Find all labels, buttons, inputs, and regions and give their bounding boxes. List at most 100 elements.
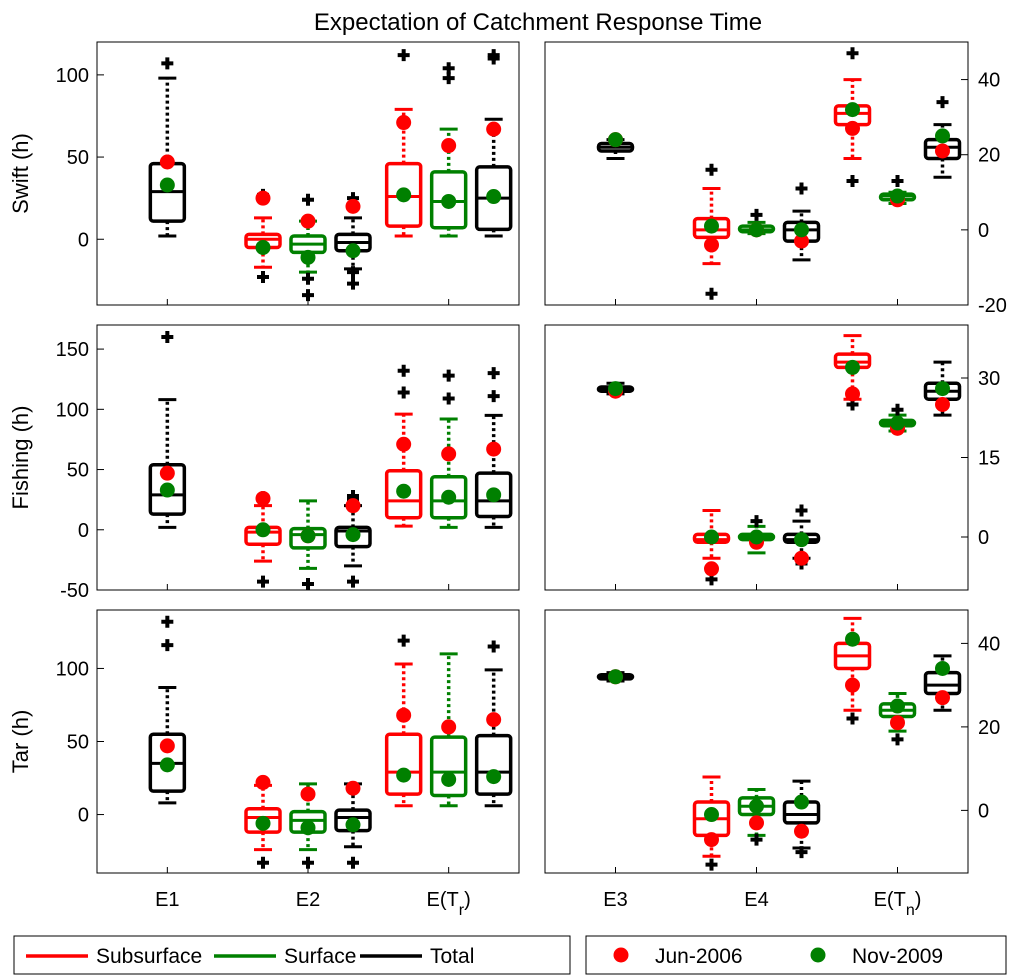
nov-2009-point: [890, 188, 905, 204]
jun-2006-point: [845, 677, 860, 693]
outlier-marker: [846, 47, 859, 60]
outlier-marker: [257, 856, 269, 869]
jun-2006-point: [486, 441, 502, 457]
nov-2009-point: [345, 243, 361, 259]
outlier-marker: [442, 62, 455, 75]
box-iqr: [429, 170, 468, 230]
nov-2009-point: [159, 177, 175, 193]
legend-lines: Subsurface Surface Total: [13, 935, 571, 975]
jun-2006-point: [890, 715, 905, 731]
box-e2-subsurface: [244, 188, 282, 284]
jun-2006-point: [486, 712, 502, 728]
nov-2009-point: [935, 660, 950, 676]
outlier-marker: [161, 615, 174, 628]
outlier-marker: [487, 49, 500, 62]
outlier-marker: [161, 331, 174, 344]
outlier-marker: [397, 386, 410, 399]
box-e4-surface: [737, 208, 776, 238]
outlier-marker: [347, 856, 359, 869]
box-e-tr-subsurface: [384, 49, 423, 238]
box-iqr: [429, 735, 468, 798]
nov-2009-point: [890, 415, 905, 431]
outlier-marker: [347, 266, 359, 279]
jun-2006-point: [704, 832, 719, 848]
outlier-marker: [705, 287, 718, 300]
box-e2-surface: [289, 782, 327, 869]
box-e1-total: [148, 615, 187, 805]
nov-2009-point: [794, 532, 809, 548]
legend-points: Jun-2006 Nov-2009: [585, 935, 1007, 975]
jun-2006-point: [441, 719, 457, 735]
nov-2009-point: [749, 529, 764, 545]
x-tick-label-e-tn: E(Tn): [874, 889, 922, 919]
outlier-marker: [846, 175, 859, 188]
outlier-marker: [347, 575, 359, 588]
outlier-marker: [750, 208, 763, 221]
axes-frame: [544, 41, 969, 306]
nov-2009-point: [890, 698, 905, 714]
nov-2009-point: [608, 381, 623, 397]
y-tick-label: 0: [78, 520, 89, 542]
box-e4-total: [782, 779, 821, 859]
box-e-tr-total: [474, 367, 513, 529]
outlier-marker: [705, 163, 718, 176]
legend-label-total: Total: [430, 945, 474, 968]
x-tick-label-e3: E3: [603, 889, 627, 911]
box-iqr: [384, 469, 423, 520]
nov-2009-point: [396, 187, 412, 203]
outlier-marker: [487, 367, 500, 380]
outlier-marker: [397, 364, 410, 377]
y-tick-label: 0: [978, 220, 989, 242]
jun-2006-point: [255, 190, 271, 206]
box-e2-total: [334, 490, 372, 588]
outlier-marker: [795, 182, 808, 195]
legend-lines-box: [13, 935, 571, 975]
nov-2009-point: [608, 669, 623, 685]
outlier-marker: [750, 833, 763, 846]
outlier-marker: [442, 392, 455, 405]
nov-2009-point: [845, 631, 860, 647]
jun-2006-point: [255, 490, 271, 506]
y-axis-label: Swift (h): [8, 133, 33, 214]
outlier-marker: [302, 856, 314, 869]
y-tick-label: -20: [978, 295, 1007, 317]
box-e4-total: [782, 182, 821, 262]
nov-2009-point: [704, 807, 719, 823]
legend-label-surface: Surface: [284, 945, 356, 968]
jun-2006-point: [486, 121, 502, 137]
axes-frame: [544, 324, 969, 591]
outlier-marker: [487, 390, 500, 403]
figure-title: Expectation of Catchment Response Time: [314, 9, 762, 36]
legend-points-box: [585, 935, 1007, 975]
jun-2006-point: [255, 774, 271, 790]
jun-2006-point: [794, 550, 809, 566]
box-e4-surface: [737, 515, 776, 555]
outlier-marker: [302, 289, 314, 302]
jun-2006-point: [345, 498, 361, 514]
jun-2006-point: [441, 446, 457, 462]
jun-2006-point: [396, 436, 412, 452]
box-e4-surface: [737, 788, 776, 846]
outlier-marker: [795, 504, 808, 517]
nov-2009-point: [486, 769, 502, 785]
jun-2006-point: [396, 115, 412, 131]
nov-2009-point: [159, 757, 175, 773]
outlier-marker: [161, 57, 174, 70]
y-tick-label: 0: [78, 805, 89, 827]
outlier-marker: [257, 575, 269, 588]
nov-2009-point: [396, 767, 412, 783]
legend-label-nov-2009: Nov-2009: [852, 945, 943, 968]
nov-2009-point: [749, 798, 764, 814]
box-e1-total: [148, 57, 187, 238]
nov-2009-point: [345, 527, 361, 543]
legend-dot-nov-2009: [810, 947, 826, 963]
box-iqr: [148, 462, 187, 516]
jun-2006-point: [749, 815, 764, 831]
nov-2009-point: [159, 482, 175, 498]
box-iqr: [474, 733, 513, 796]
box-e2-total: [334, 192, 372, 290]
jun-2006-point: [396, 707, 412, 723]
box-e-tr-surface: [429, 369, 468, 529]
nov-2009-point: [845, 102, 860, 118]
